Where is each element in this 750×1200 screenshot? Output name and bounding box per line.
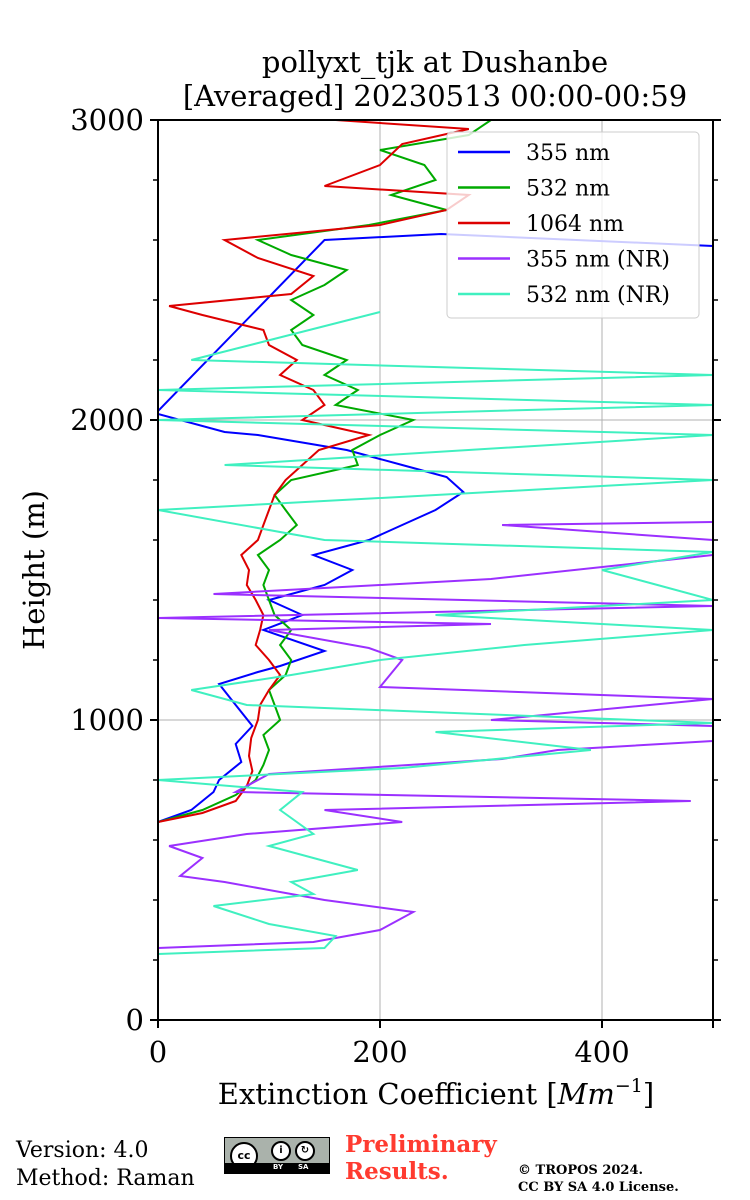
- sa-icon: ↻: [295, 1141, 315, 1161]
- cc-sa-label: SA: [298, 1163, 309, 1171]
- license-line: CC BY SA 4.0 License.: [518, 1180, 679, 1195]
- y-tick-label: 1000: [70, 703, 144, 737]
- method-text: Method: Raman: [16, 1166, 195, 1191]
- legend-label: 532 nm (NR): [526, 283, 670, 308]
- x-tick-label: 200: [352, 1035, 407, 1069]
- y-axis-label: Height (m): [17, 490, 51, 650]
- y-tick-label: 2000: [70, 403, 144, 437]
- results-label: Results.: [345, 1158, 449, 1185]
- series-line: [158, 521, 713, 949]
- legend-label: 355 nm: [526, 141, 610, 166]
- version-text: Version: 4.0: [16, 1138, 149, 1163]
- cc-by-label: BY: [273, 1163, 284, 1171]
- series-line: [158, 311, 713, 955]
- axis-ticks: 0 1000 2000 3000 0 200 400: [70, 103, 721, 1069]
- legend-label: 532 nm: [526, 177, 610, 202]
- legend-label: 1064 nm: [526, 212, 624, 237]
- series-line: [158, 120, 472, 823]
- x-axis-label: Extinction Coefficient [Mm−1]: [218, 1075, 654, 1111]
- series-line: [158, 120, 492, 823]
- legend-box: [446, 131, 700, 319]
- cc-license-badge: cc i ↻ BY SA: [224, 1137, 330, 1174]
- x-tick-label: 400: [574, 1035, 629, 1069]
- preliminary-label: Preliminary: [345, 1131, 497, 1158]
- chart-title-line2: [Averaged] 20230513 00:00-00:59: [183, 79, 687, 113]
- by-icon: i: [271, 1141, 291, 1161]
- copyright-line: © TROPOS 2024.: [518, 1163, 644, 1178]
- y-tick-label: 0: [126, 1003, 144, 1037]
- legend: 355 nm 532 nm 1064 nm 355 nm (NR) 532 nm (NR…: [446, 131, 700, 319]
- chart-title-line1: pollyxt_tjk at Dushanbe: [262, 45, 608, 80]
- series-line: [158, 232, 713, 823]
- x-tick-label: 0: [149, 1035, 167, 1069]
- plot-frame: [157, 119, 714, 1021]
- legend-label: 355 nm (NR): [526, 248, 670, 273]
- series-layer: [158, 120, 713, 955]
- y-tick-label: 3000: [70, 103, 144, 137]
